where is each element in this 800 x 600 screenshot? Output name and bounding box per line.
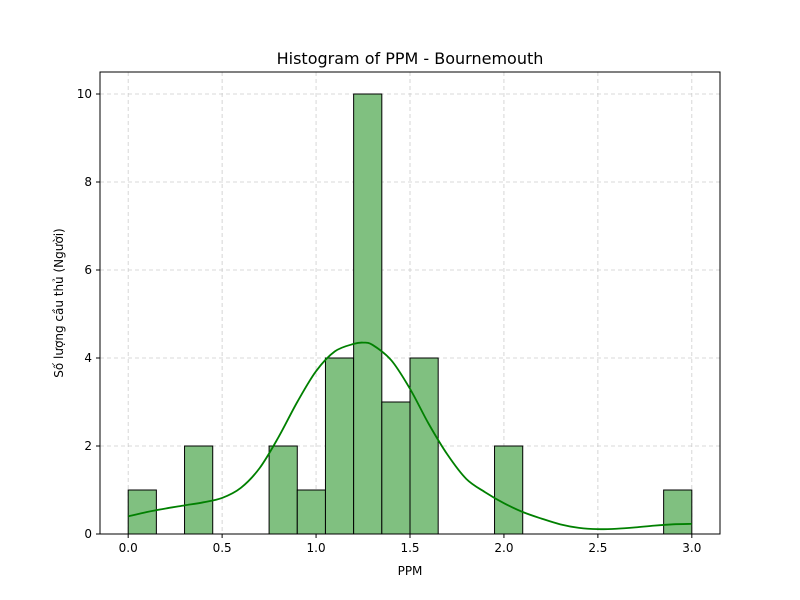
histogram-bar	[127, 489, 157, 535]
x-tick-label: 1.0	[307, 541, 326, 555]
x-tick-label: 1.5	[400, 541, 419, 555]
y-tick-label: 6	[84, 263, 92, 277]
x-tick-label: 2.0	[494, 541, 513, 555]
histogram-bars	[127, 93, 693, 535]
x-tick-label: 2.5	[588, 541, 607, 555]
histogram-bar	[268, 445, 298, 535]
y-axis-label: Số lượng cầu thủ (Người)	[52, 228, 66, 377]
kde-curve	[127, 341, 692, 531]
y-tick-label: 8	[84, 175, 92, 189]
histogram-bar	[381, 401, 411, 535]
x-tick-label: 0.5	[213, 541, 232, 555]
histogram-bar	[409, 357, 439, 535]
histogram-bar	[663, 489, 693, 535]
histogram-bar	[296, 489, 326, 535]
chart-title: Histogram of PPM - Bournemouth	[277, 49, 544, 68]
x-tick-label: 0.0	[119, 541, 138, 555]
x-axis-label: PPM	[398, 564, 423, 578]
x-tick-label: 3.0	[682, 541, 701, 555]
y-tick-label: 2	[84, 439, 92, 453]
y-tick-label: 4	[84, 351, 92, 365]
histogram-bar	[494, 445, 524, 535]
histogram-bar	[353, 93, 383, 535]
y-axis-ticks: 0 2 4 6 8 10	[77, 87, 100, 541]
y-tick-label: 0	[84, 527, 92, 541]
histogram-bar	[184, 445, 214, 535]
histogram-bar	[324, 357, 355, 535]
x-axis-ticks: 0.0 0.5 1.0 1.5 2.0 2.5 3.0	[119, 534, 701, 555]
y-tick-label: 10	[77, 87, 92, 101]
